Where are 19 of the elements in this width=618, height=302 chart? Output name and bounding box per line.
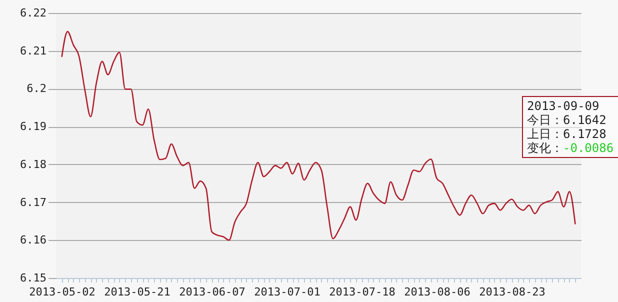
- x-tick-label: 2013-05-21: [104, 286, 170, 298]
- x-tick-label: 2013-07-01: [254, 286, 320, 298]
- annotation: 上日：6.1728: [527, 127, 608, 141]
- annotation: 今日：6.1642: [527, 113, 608, 127]
- x-tick-label: 2013-05-02: [29, 286, 96, 298]
- y-tick-label: 6.19: [20, 120, 46, 134]
- y-tick-label: 6.16: [20, 234, 46, 247]
- y-tick-label: 6.2: [26, 82, 46, 96]
- y-tick-label: 6.22: [20, 6, 46, 20]
- x-tick-label: 2013-07-18: [329, 286, 396, 298]
- y-tick-label: 6.17: [20, 196, 46, 209]
- annotation: 2013-09-09: [527, 99, 600, 113]
- y-tick-label: 6.15: [20, 272, 46, 284]
- annotation: 变化：-0.0086: [527, 141, 614, 155]
- y-tick-label: 6.18: [20, 158, 46, 171]
- x-tick-label: 2013-06-07: [179, 286, 246, 298]
- x-tick-label: 2013-08-23: [479, 286, 546, 298]
- y-tick-label: 6.21: [20, 44, 46, 58]
- x-tick-label: 2013-08-06: [404, 286, 470, 298]
